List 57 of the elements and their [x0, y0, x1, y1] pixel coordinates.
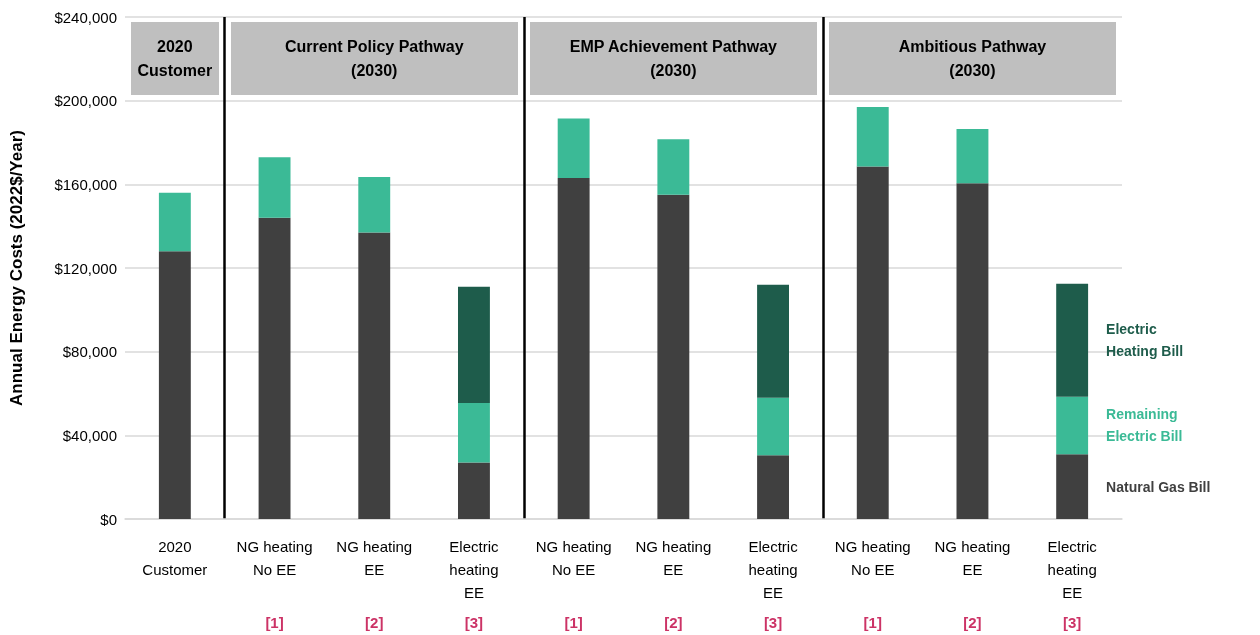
bar	[258, 157, 291, 218]
header-box: Current Policy Pathway (2030)	[230, 22, 518, 95]
x-tick-label: NG heating No EE	[535, 538, 612, 578]
bar	[458, 286, 490, 403]
text: [2]	[365, 613, 384, 631]
x-tick-label: NG heating No EE	[834, 538, 911, 578]
series-label: Remaining Electric Bill	[1106, 406, 1183, 445]
text: [1]	[863, 613, 882, 631]
bar	[458, 462, 490, 519]
y-axis-title: Annual Energy Costs (2022$/Year)	[7, 130, 26, 406]
y-tick-label: $0	[100, 510, 117, 528]
bar	[158, 251, 191, 519]
text: [3]	[1062, 613, 1082, 631]
series-label: Natural Gas Bill	[1106, 478, 1211, 495]
header-box: Ambitious Pathway (2030)	[828, 22, 1116, 95]
bar	[657, 139, 690, 195]
x-tick-label: Electric heating EE	[1047, 538, 1098, 601]
bar	[1056, 454, 1089, 519]
bar	[358, 232, 391, 519]
y-tick-label: $40,000	[62, 426, 117, 444]
bar	[258, 217, 291, 519]
bar	[358, 177, 391, 233]
text: [2]	[664, 613, 683, 631]
x-tick-label: 2020 Customer	[142, 538, 208, 578]
text: [1]	[265, 613, 284, 631]
y-tick-label: $80,000	[62, 343, 117, 361]
bar	[1056, 283, 1089, 397]
x-tick-label: Electric heating EE	[449, 538, 500, 601]
text: [3]	[763, 613, 783, 631]
bar	[757, 397, 789, 456]
bar	[856, 106, 889, 167]
bar	[956, 183, 989, 519]
bar	[458, 402, 490, 463]
x-tick-label: NG heating EE	[635, 538, 712, 578]
x-tick-label: NG heating No EE	[236, 538, 313, 578]
text: [2]	[963, 613, 982, 631]
bar	[158, 192, 191, 252]
y-tick-label: $120,000	[54, 259, 117, 277]
y-tick-label: $200,000	[54, 92, 117, 110]
bar	[657, 194, 690, 519]
bar	[856, 166, 889, 519]
header-box: 2020 Customer	[131, 22, 219, 95]
x-tick-label: NG heating EE	[336, 538, 413, 578]
bar	[757, 284, 789, 398]
x-tick-label: NG heating EE	[934, 538, 1011, 578]
header-box: EMP Achievement Pathway (2030)	[529, 22, 817, 95]
bar	[956, 128, 989, 184]
bar	[557, 178, 590, 519]
series-label: Electric Heating Bill	[1106, 321, 1184, 360]
y-tick-label: $160,000	[54, 175, 117, 193]
y-tick-label: $240,000	[54, 8, 117, 26]
text: [1]	[564, 613, 583, 631]
text: [3]	[464, 613, 484, 631]
bar	[557, 118, 590, 179]
bar	[757, 455, 789, 519]
bar	[1056, 396, 1089, 455]
x-tick-label: Electric heating EE	[748, 538, 799, 601]
